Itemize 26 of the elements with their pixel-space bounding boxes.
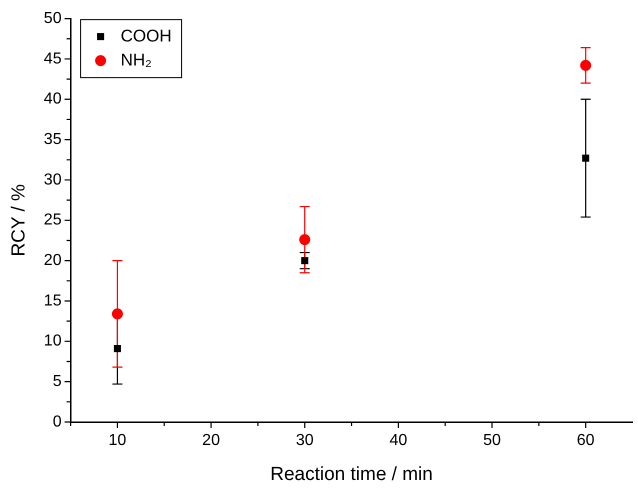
point	[580, 60, 592, 71]
y-tick-label: 50	[44, 10, 62, 28]
y-tick-label: 10	[44, 332, 62, 350]
y-tick-label: 40	[44, 90, 62, 108]
y-tick-label: 30	[44, 171, 62, 188]
legend-label: NH₂	[120, 50, 152, 70]
y-tick-label: 35	[44, 131, 62, 148]
y-tick-label: 0	[52, 413, 62, 430]
point	[299, 234, 310, 246]
y-tick-label: 25	[44, 212, 62, 229]
x-tick-label: 30	[296, 432, 314, 450]
x-tick-label: 50	[483, 432, 502, 450]
y-tick-label: 15	[44, 292, 62, 310]
y-tick-label: 20	[44, 252, 62, 270]
point	[112, 308, 123, 320]
y-tick-label: 5	[52, 373, 62, 390]
legend-label: COOH	[120, 26, 172, 46]
point	[114, 345, 121, 352]
x-tick-label: 20	[202, 432, 220, 450]
point	[582, 154, 590, 162]
x-axis-title: Reaction time / min	[270, 464, 433, 485]
y-axis-title: RCY / %	[8, 184, 30, 257]
x-tick-label: 40	[389, 432, 408, 450]
x-tick-label: 60	[576, 432, 595, 450]
x-tick-label: 10	[108, 432, 126, 450]
y-tick-label: 45	[44, 50, 62, 68]
